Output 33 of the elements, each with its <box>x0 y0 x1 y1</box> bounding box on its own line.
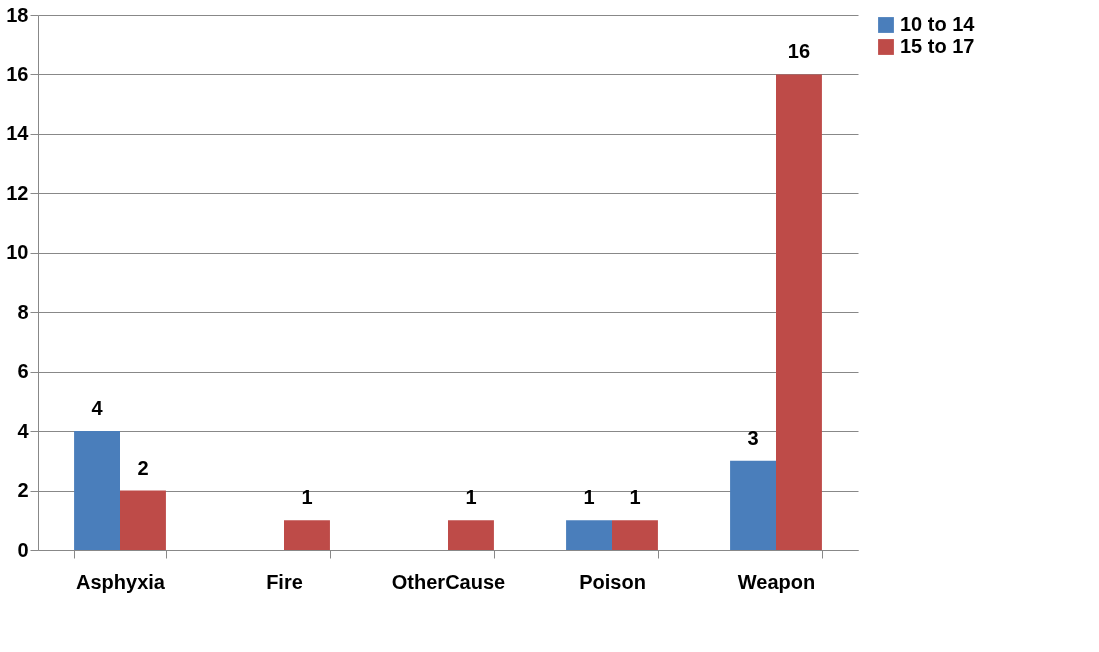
bar <box>284 520 330 550</box>
bar <box>74 431 120 550</box>
y-tick-label: 0 <box>17 538 29 561</box>
data-label: 1 <box>629 486 641 509</box>
bar <box>566 520 612 550</box>
data-label: 2 <box>137 456 149 479</box>
x-tick-label: Fire <box>266 570 303 593</box>
data-label: 1 <box>583 486 595 509</box>
bar <box>730 460 776 550</box>
y-tick-label: 6 <box>17 360 29 383</box>
y-tick-label: 2 <box>17 479 29 502</box>
data-label: 16 <box>787 40 811 63</box>
bar <box>448 520 494 550</box>
data-label: 3 <box>747 426 759 449</box>
bar <box>776 74 822 550</box>
y-tick-label: 12 <box>6 181 29 204</box>
legend-label: 10 to 14 <box>900 13 976 35</box>
x-tick-label: OtherCause <box>391 570 506 593</box>
y-tick-label: 16 <box>6 62 29 85</box>
data-label: 1 <box>465 486 477 509</box>
y-tick-label: 10 <box>6 241 29 264</box>
y-tick-label: 4 <box>17 419 30 442</box>
bar <box>612 520 658 550</box>
data-label: 4 <box>91 397 104 420</box>
legend-label: 15 to 17 <box>900 35 975 57</box>
x-tick-label: Poison <box>579 570 646 593</box>
y-tick-label: 18 <box>6 3 29 26</box>
y-tick-label: 14 <box>6 122 30 145</box>
y-tick-label: 8 <box>17 300 29 323</box>
data-label: 1 <box>301 486 313 509</box>
bar <box>120 490 166 550</box>
x-tick-label: Asphyxia <box>76 570 166 593</box>
x-tick-label: Weapon <box>737 570 816 593</box>
